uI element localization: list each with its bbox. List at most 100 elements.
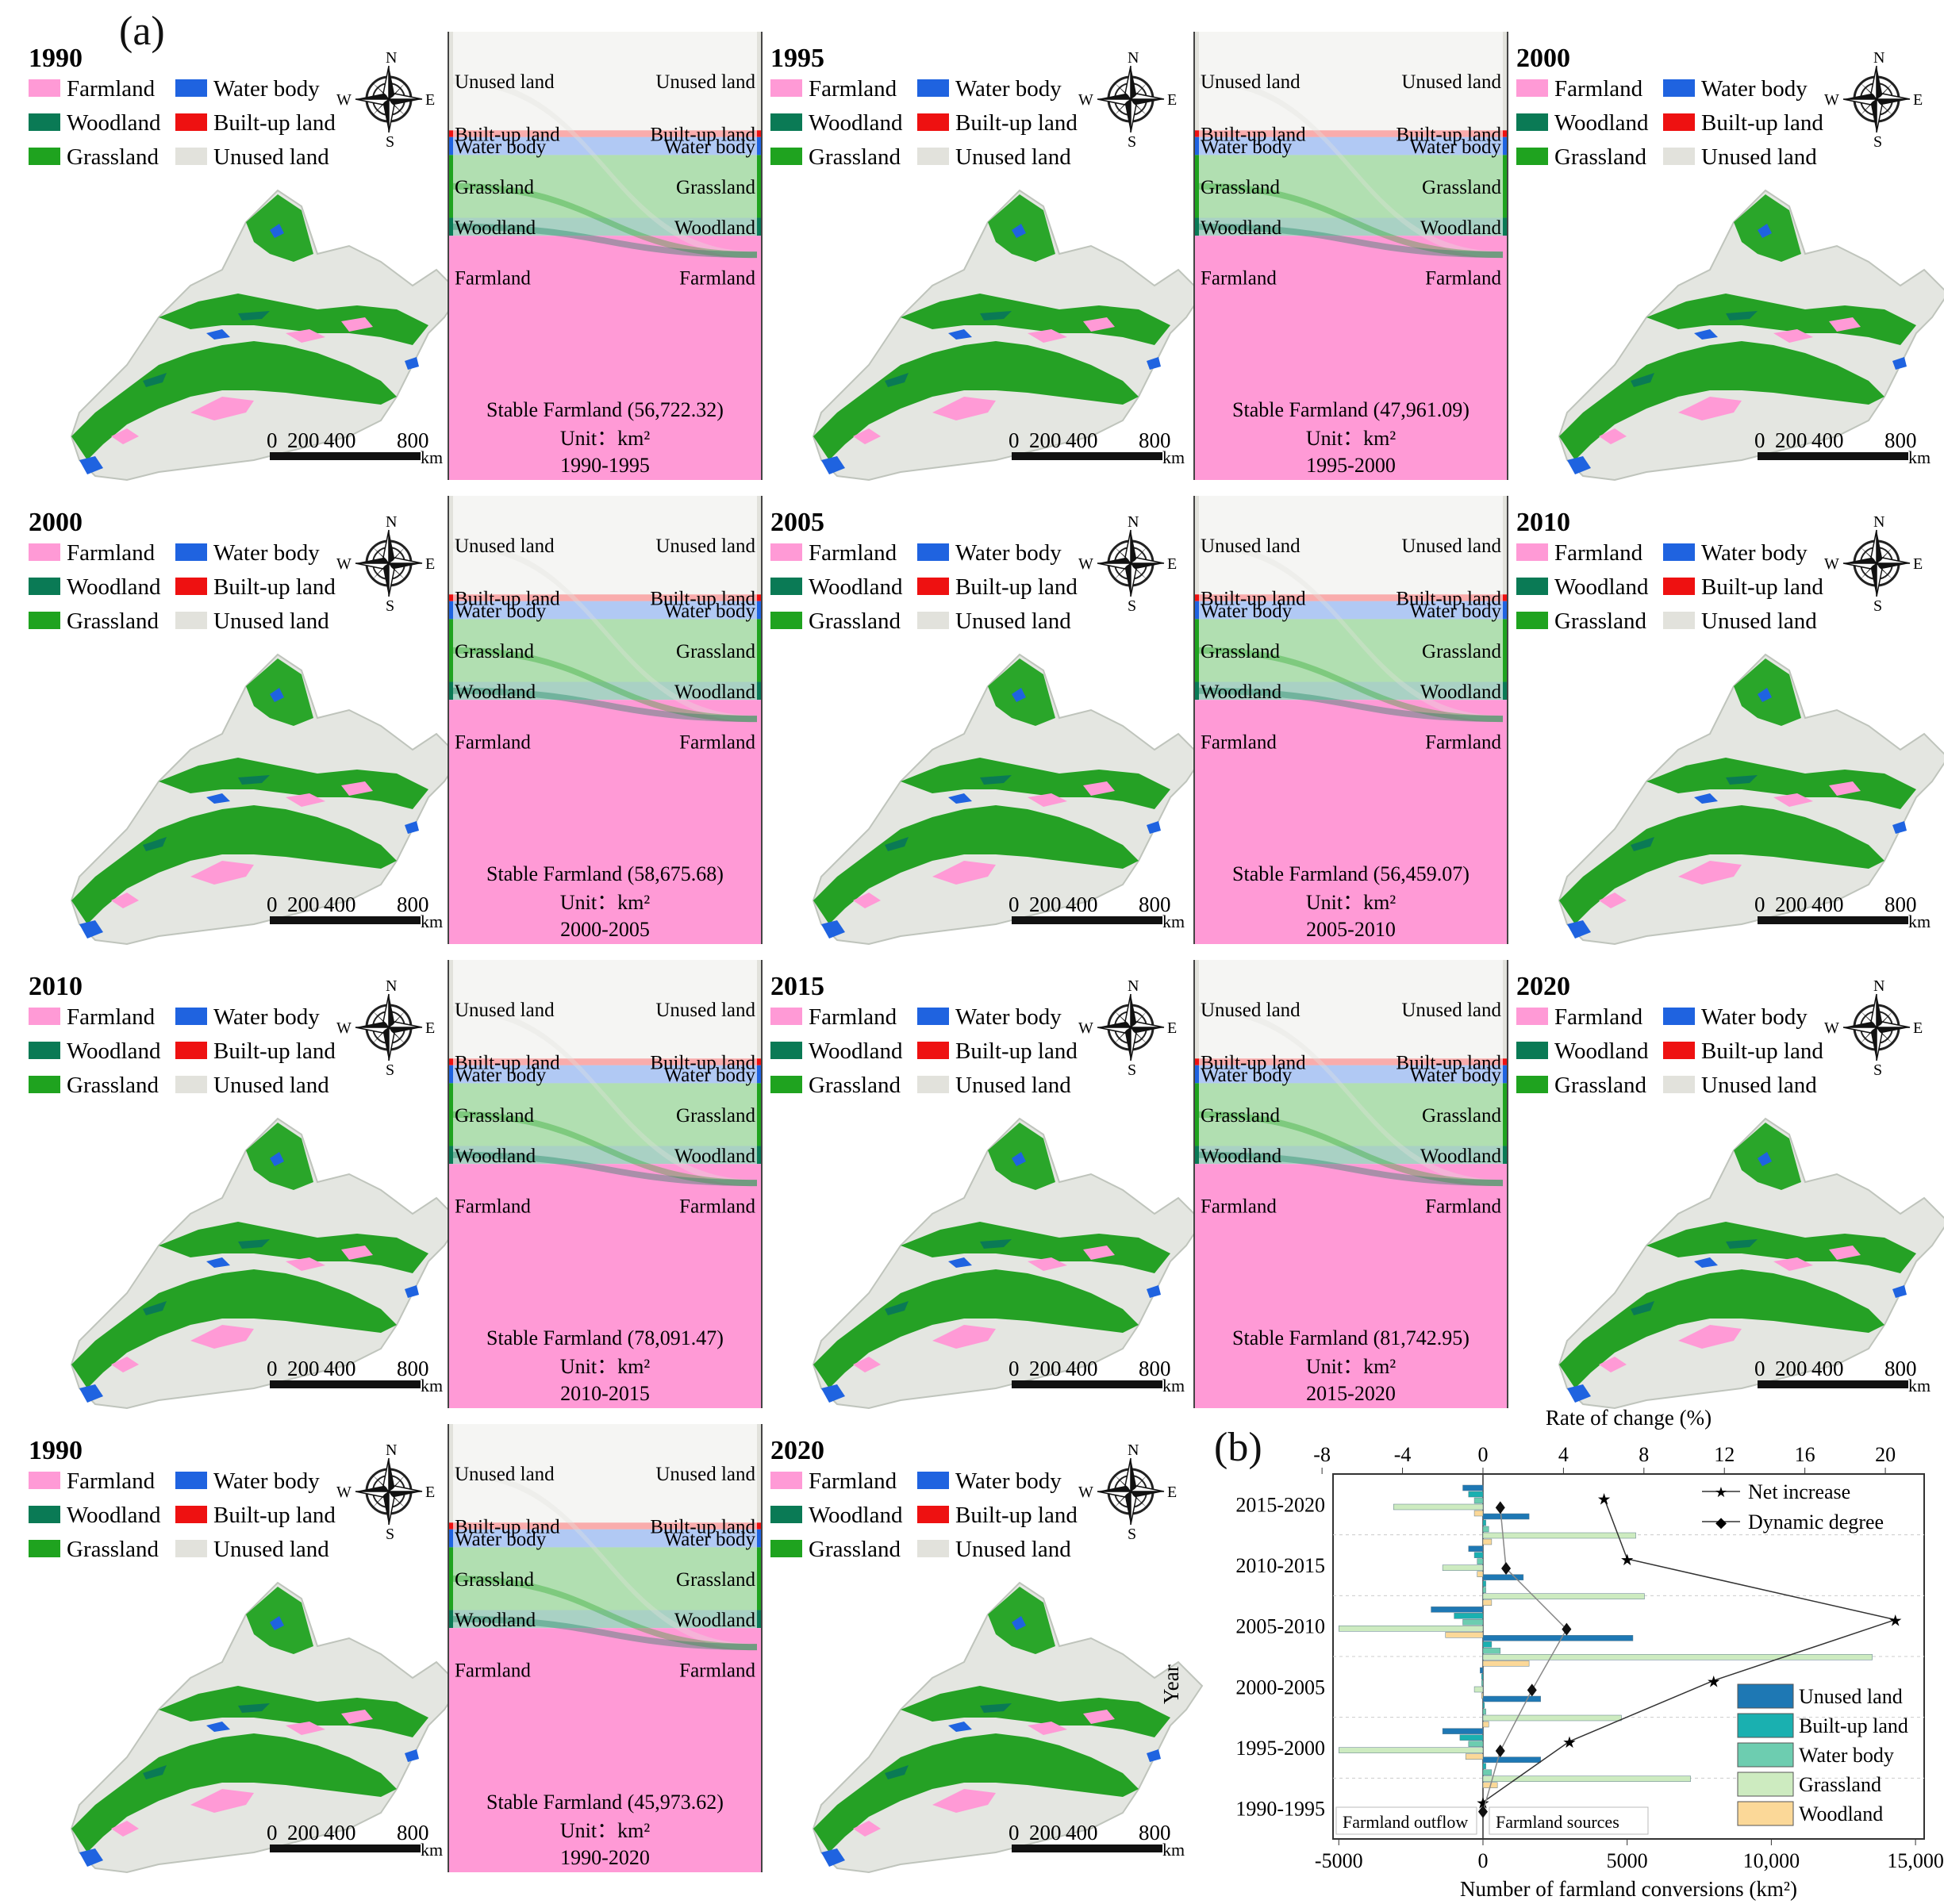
scale-tick: 200	[1775, 892, 1808, 916]
legend-label: Grassland	[67, 1537, 159, 1562]
legend-label: Built-up land	[1701, 110, 1823, 136]
sankey-flow	[1199, 687, 1503, 723]
legend-label: Built-up land	[213, 110, 336, 136]
legend-swatch	[917, 1540, 949, 1557]
sankey-label-right: Water body	[664, 1529, 756, 1550]
scale-bar-fill	[270, 452, 421, 460]
scale-tick: 200	[1029, 1357, 1062, 1380]
sankey-node-left	[448, 1610, 453, 1629]
legend-label: Grassland	[1554, 144, 1646, 170]
compass-e: E	[1167, 1484, 1177, 1501]
compass-n: N	[1128, 1441, 1139, 1459]
legend-swatch	[917, 148, 949, 165]
compass-s: S	[1873, 1061, 1882, 1079]
legend-label: Water body	[1701, 1004, 1808, 1030]
unit-label: Unit：km²	[560, 1355, 650, 1378]
sankey-flow	[1199, 700, 1503, 944]
bar-source	[1482, 1538, 1493, 1545]
bar-outflow	[1465, 1753, 1484, 1760]
sankey-node-left	[1194, 496, 1199, 595]
sankey-label-right: Water body	[1410, 1065, 1502, 1086]
legend-label: Woodland	[1554, 574, 1649, 600]
bar-outflow	[1473, 1497, 1484, 1504]
sankey-label-right: Unused land	[655, 1464, 755, 1485]
sankey-flow	[453, 236, 757, 480]
legend-swatch	[1516, 1076, 1548, 1093]
sankey-flow	[1199, 594, 1503, 601]
unit-label: Unit：km²	[1306, 427, 1396, 450]
bar-source	[1482, 1763, 1486, 1769]
legend-label: Woodland	[1554, 1038, 1649, 1064]
bar-source	[1482, 1769, 1493, 1775]
map-year: 2020	[1516, 972, 1570, 1001]
scale-unit: km	[1162, 447, 1185, 467]
legend-item: Water body	[1663, 76, 1808, 102]
compass-rose-icon: N S E W	[1078, 49, 1177, 151]
legend-label: Unused land	[1701, 1073, 1817, 1098]
sankey-node-left	[448, 1083, 453, 1146]
sankey-label-right: Unused land	[1401, 71, 1501, 93]
sankey-node-left	[1194, 136, 1199, 155]
compass-n: N	[386, 49, 397, 67]
legend-label: Built-up land	[955, 1038, 1078, 1064]
sankey-node-left	[448, 601, 453, 620]
sankey-label-right: Woodland	[1420, 681, 1502, 703]
legend-item: Grassland	[770, 1537, 901, 1562]
sankey-flow	[1199, 542, 1503, 723]
compass-e: E	[425, 91, 435, 109]
star-marker: ★	[1597, 1491, 1612, 1508]
sankey-node-left	[448, 32, 453, 131]
sankey-label-right: Grassland	[1422, 641, 1501, 662]
legend-label: Grassland	[809, 1073, 901, 1098]
legend-label: Grassland	[1554, 1073, 1646, 1098]
legend-label: Woodland	[1554, 110, 1649, 136]
compass-e: E	[1913, 555, 1923, 573]
compass-s: S	[1873, 133, 1882, 151]
scale-tick: 200	[1029, 428, 1062, 452]
scale-bar-fill	[270, 916, 421, 924]
sankey-node-right	[1503, 1164, 1508, 1408]
scale-bar-fill	[1012, 1844, 1162, 1852]
sankey-flow	[453, 182, 757, 259]
legend-label: Farmland	[1554, 1004, 1643, 1030]
sankey-node-left	[1194, 601, 1199, 620]
sankey-label-left: Grassland	[1201, 1105, 1280, 1127]
legend-swatch	[175, 612, 207, 629]
sankey-node-right	[757, 960, 762, 1059]
legend-swatch	[917, 79, 949, 97]
sankey-flow	[453, 217, 757, 236]
sankey-label-left: Built-up land	[455, 1517, 560, 1538]
scale-tick: 800	[397, 1357, 429, 1380]
legend-swatch	[175, 148, 207, 165]
sankey-label-left: Built-up land	[455, 1053, 560, 1074]
map-panel-3-0: 1990 Farmland Water body Woodland Built-up l…	[29, 1436, 461, 1873]
scale-tick: 0	[1008, 428, 1020, 452]
sankey-flow	[453, 1547, 757, 1610]
bottom-axis-label: Number of farmland conversions (km²)	[1460, 1877, 1797, 1901]
scale-tick: 400	[324, 428, 356, 452]
legend-item: Water body	[917, 540, 1062, 566]
legend-line-label: Net increase	[1748, 1480, 1850, 1503]
scale-bar-fill	[1012, 1380, 1162, 1388]
scale-unit: km	[1162, 1840, 1185, 1860]
sankey-label-left: Farmland	[1201, 1196, 1277, 1218]
bar-outflow	[1480, 1667, 1484, 1674]
sankey-node-left	[1194, 1083, 1199, 1146]
legend-label: Unused land	[1701, 608, 1817, 634]
legend-item: Grassland	[1516, 1073, 1646, 1098]
sankey-label-right: Woodland	[674, 681, 756, 703]
map-panel-2-2: 2020 Farmland Water body Woodland Built-up l…	[1516, 972, 1944, 1409]
legend-swatch	[1516, 113, 1548, 131]
bottom-tick-label: -5000	[1315, 1849, 1363, 1872]
bar-source	[1482, 1648, 1501, 1654]
bar-outflow	[1477, 1571, 1484, 1577]
scale-tick: 800	[397, 892, 429, 916]
legend-item: Water body	[917, 1468, 1062, 1494]
period-label: 2000-2005	[560, 918, 650, 941]
legend-item: Farmland	[29, 1004, 156, 1030]
sankey-node-left	[448, 236, 453, 480]
compass-e: E	[1167, 1019, 1177, 1037]
scale-tick: 400	[1066, 1821, 1098, 1844]
legend-item: Woodland	[1516, 574, 1649, 600]
